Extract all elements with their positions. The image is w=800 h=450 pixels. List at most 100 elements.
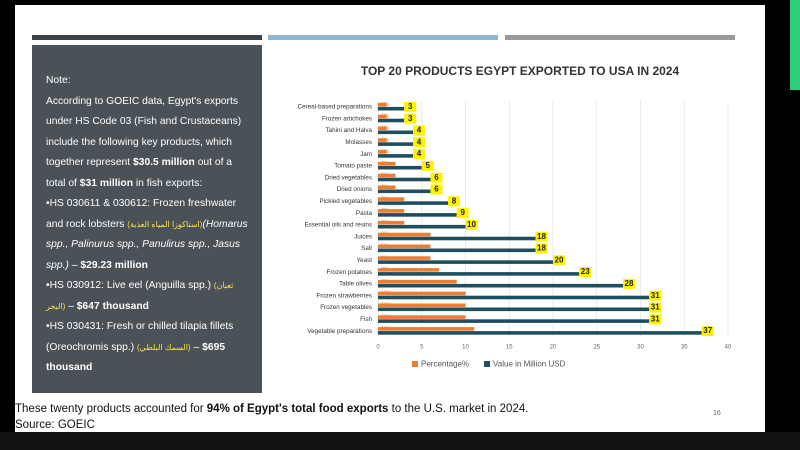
bar bbox=[378, 327, 475, 331]
footer: These twenty products accounted for 94% … bbox=[15, 401, 528, 433]
data-label: 7% bbox=[381, 267, 389, 273]
accent-bar bbox=[268, 35, 498, 40]
data-label-box bbox=[413, 137, 425, 148]
y-tick-label: Jam bbox=[360, 151, 372, 158]
text: $31 million bbox=[79, 177, 134, 189]
bar bbox=[378, 173, 396, 178]
bar bbox=[378, 197, 405, 201]
data-label-box bbox=[456, 208, 469, 219]
bar bbox=[378, 220, 405, 225]
data-label: 31 bbox=[651, 291, 660, 300]
bar bbox=[378, 268, 440, 272]
text: (Homarus spp., Palinurus spp., Panulirus… bbox=[46, 218, 248, 271]
y-tick-label: Frozen strawberries bbox=[316, 292, 372, 299]
data-label-box bbox=[649, 314, 662, 325]
data-label: 10% bbox=[381, 314, 392, 320]
y-tick-label: Tahini and Halva bbox=[325, 127, 372, 134]
bar bbox=[378, 319, 650, 323]
note-item: •HS 030431: Fresh or chilled tilapia fil… bbox=[46, 317, 254, 379]
data-label: 3% bbox=[381, 220, 389, 226]
data-label-box bbox=[535, 231, 548, 242]
x-tick-label: 0 bbox=[376, 345, 380, 351]
data-label: 4 bbox=[417, 137, 422, 146]
source: Source: GOEIC bbox=[15, 419, 95, 431]
bar bbox=[378, 248, 536, 253]
data-label: 2% bbox=[381, 161, 389, 167]
data-label: 18 bbox=[537, 244, 546, 253]
x-tick-label: 35 bbox=[681, 345, 688, 351]
data-label: 31 bbox=[651, 303, 660, 312]
note-item: •HS 030611 & 030612: Frozen freshwater a… bbox=[46, 194, 254, 276]
data-label: 4 bbox=[417, 126, 422, 135]
bar bbox=[378, 177, 431, 182]
legend-swatch bbox=[412, 361, 418, 367]
data-label: 3 bbox=[408, 114, 413, 123]
data-label: 1% bbox=[381, 149, 389, 155]
text: – bbox=[68, 259, 81, 271]
footer-line: These twenty products accounted for 94% … bbox=[15, 401, 528, 417]
data-label: 8 bbox=[452, 196, 457, 205]
x-tick-label: 25 bbox=[593, 345, 600, 351]
text: $30.5 million bbox=[133, 157, 195, 168]
bar bbox=[378, 244, 431, 249]
data-label-box bbox=[535, 243, 548, 254]
data-label-box bbox=[701, 326, 714, 337]
data-label-box bbox=[448, 196, 460, 207]
data-label: 6% bbox=[381, 232, 389, 238]
x-tick-label: 15 bbox=[506, 345, 513, 351]
data-label: 6% bbox=[381, 243, 389, 249]
bar bbox=[378, 295, 650, 300]
bar bbox=[378, 315, 466, 319]
data-label: 10% bbox=[381, 291, 392, 297]
y-tick-label: Yeast bbox=[356, 257, 372, 264]
bar bbox=[378, 161, 396, 166]
y-tick-label: Frozen potatoes bbox=[326, 269, 372, 276]
data-label: 1% bbox=[381, 114, 389, 120]
data-label: 4 bbox=[417, 149, 422, 158]
data-label: 1% bbox=[381, 102, 389, 108]
data-label-box bbox=[623, 278, 635, 289]
bar bbox=[378, 126, 387, 131]
data-label: 1% bbox=[381, 137, 389, 143]
y-tick-label: Cereal-based preparations bbox=[297, 104, 372, 111]
bar bbox=[378, 232, 431, 237]
accent-bar bbox=[505, 35, 735, 40]
arabic-text: (ثعبان البحر) bbox=[46, 281, 234, 311]
bar bbox=[378, 185, 396, 190]
bar bbox=[378, 106, 405, 111]
page-number: 16 bbox=[713, 410, 721, 417]
legend-label: Percentage% bbox=[421, 360, 469, 369]
text: 94% of Egypt's total food exports bbox=[206, 403, 389, 415]
data-label-box bbox=[413, 149, 425, 160]
bar bbox=[378, 279, 457, 284]
data-label-box bbox=[579, 267, 592, 278]
bar bbox=[378, 118, 405, 123]
y-tick-label: Juices bbox=[354, 233, 372, 240]
data-label: 3% bbox=[381, 196, 389, 202]
data-label: 20 bbox=[555, 255, 564, 264]
data-label-box bbox=[421, 160, 434, 171]
x-tick-label: 5 bbox=[420, 345, 424, 351]
data-label-box bbox=[649, 302, 662, 313]
y-tick-label: Salt bbox=[361, 245, 372, 252]
legend-swatch bbox=[484, 361, 491, 367]
x-tick-label: 40 bbox=[725, 345, 732, 351]
data-label: 28 bbox=[625, 279, 634, 288]
bar bbox=[378, 331, 702, 335]
text: $29.23 million bbox=[80, 259, 148, 271]
data-label: 6 bbox=[434, 173, 439, 182]
data-label: 9% bbox=[381, 279, 389, 285]
data-label: 3% bbox=[381, 208, 389, 214]
text: – bbox=[190, 341, 203, 353]
bar bbox=[378, 154, 413, 158]
bar bbox=[378, 303, 466, 308]
arabic-text: (استاكوزا المياه العذبة) bbox=[127, 219, 203, 229]
x-tick-label: 30 bbox=[637, 345, 644, 351]
y-tick-label: Frozen vegetables bbox=[320, 304, 372, 311]
text: According to GOEIC data, Egypt's exports… bbox=[46, 95, 242, 169]
text: These twenty products accounted for bbox=[15, 403, 207, 415]
data-label: 11% bbox=[381, 326, 392, 332]
y-tick-label: Vegetable preparations bbox=[307, 328, 372, 335]
chart-title: TOP 20 PRODUCTS EGYPT EXPORTED TO USA IN… bbox=[361, 64, 680, 78]
